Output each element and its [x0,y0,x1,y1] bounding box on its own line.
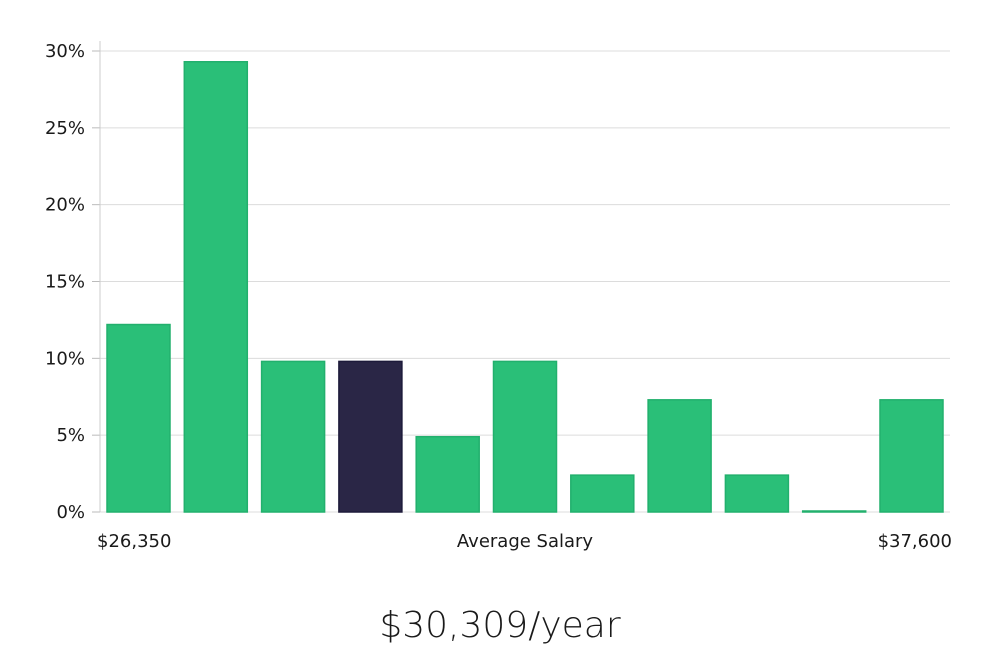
bar [724,474,790,513]
bar [647,399,712,513]
x-axis-label: Average Salary [457,531,594,552]
x-min-label: $26,350 [97,531,171,552]
bar [492,360,558,513]
bars [106,61,944,513]
bar [801,510,867,513]
y-tick-label: 10% [45,348,85,369]
bar [879,399,944,513]
y-tick-labels: 0% 5% 10% 15% 20% 25% 30% [45,41,85,523]
y-tick-label: 5% [56,425,85,446]
bar [570,474,635,513]
bar-highlighted [338,360,403,513]
y-tick-label: 25% [45,118,85,139]
x-max-label: $37,600 [878,531,952,552]
average-salary: $30,309/year [379,605,621,646]
bar [415,435,480,513]
y-tick-label: 0% [56,502,85,523]
y-tick-label: 20% [45,195,85,216]
y-tick-label: 30% [45,41,85,62]
bar [183,61,249,513]
y-tick-label: 15% [45,272,85,293]
bar [260,360,326,513]
salary-histogram: 0% 5% 10% 15% 20% 25% 30% $26,350 Average Sala… [45,41,952,552]
bar [106,323,171,513]
